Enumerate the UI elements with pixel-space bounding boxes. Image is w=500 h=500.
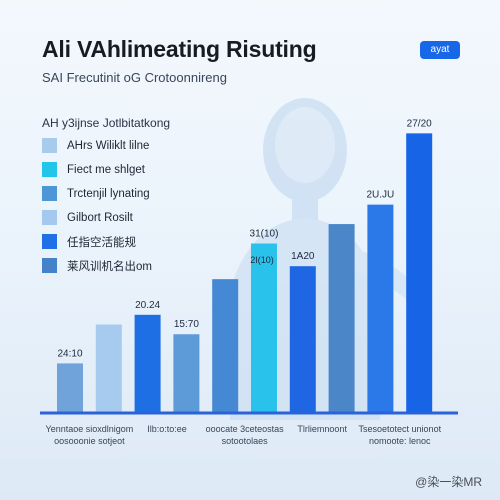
bar (57, 363, 83, 412)
legend: AHrs Wiliklt lilne Fiect me shlget Trcte… (42, 138, 152, 282)
category-label: Tsesoetotect unionot (359, 424, 442, 434)
bar (95, 324, 122, 412)
chart-title: Ali VAhlimeating Risuting (42, 36, 317, 62)
category-label: sotootolaes (222, 436, 269, 446)
legend-item: 任指空活能规 (42, 234, 152, 249)
legend-title: AH y3ijnse Jotlbitatkong (42, 116, 171, 130)
badge-button[interactable]: ayat (420, 41, 460, 59)
bar-value-label: 27/20 (407, 118, 432, 129)
bar (251, 243, 277, 412)
legend-swatch (42, 234, 57, 249)
legend-label: Gilbort Rosilt (67, 211, 133, 224)
bar-value-label: 31(10) (250, 229, 279, 240)
legend-item: Trctenjil lynating (42, 186, 152, 201)
legend-item: AHrs Wiliklt lilne (42, 138, 152, 153)
legend-swatch (42, 258, 57, 273)
category-label: Yenntaoe sioxdlnigom (46, 424, 134, 434)
legend-label: AHrs Wiliklt lilne (67, 139, 150, 152)
bar-value-label: 20.24 (135, 300, 160, 311)
legend-item: 莱风训机名出om (42, 258, 152, 273)
category-label: ooocate 3ceteostas (206, 424, 285, 434)
legend-swatch (42, 138, 57, 153)
bar (367, 204, 394, 412)
watermark: @染一染MR (415, 475, 482, 489)
legend-label: Fiect me shlget (67, 163, 145, 176)
legend-item: Fiect me shlget (42, 162, 152, 177)
bar (134, 314, 161, 412)
category-label: Ilb:o:to:ee (147, 424, 187, 434)
legend-label: 任指空活能规 (67, 236, 136, 249)
bar-value-label: 1A20 (291, 251, 315, 262)
chart-subtitle: SAI Frecutinit oG Crotoonnireng (42, 70, 227, 85)
bar (406, 133, 433, 413)
bar-annotation: 2I(10) (250, 255, 274, 265)
legend-swatch (42, 186, 57, 201)
bar (289, 266, 316, 412)
bar-value-label: 24:10 (57, 348, 82, 359)
legend-swatch (42, 162, 57, 177)
legend-swatch (42, 210, 57, 225)
category-label: nomoote: lenoc (369, 436, 431, 446)
legend-label: 莱风训机名出om (67, 260, 152, 273)
bar (328, 224, 355, 412)
bar (212, 279, 239, 412)
legend-item: Gilbort Rosilt (42, 210, 152, 225)
legend-label: Trctenjil lynating (67, 187, 150, 200)
bar-value-label: 15:70 (174, 319, 199, 330)
bar-value-label: 2U.JU (367, 190, 395, 201)
bar (173, 334, 200, 412)
category-label: Tlrliemnoont (297, 424, 347, 434)
category-label: oosooonie sotjeot (54, 436, 125, 446)
